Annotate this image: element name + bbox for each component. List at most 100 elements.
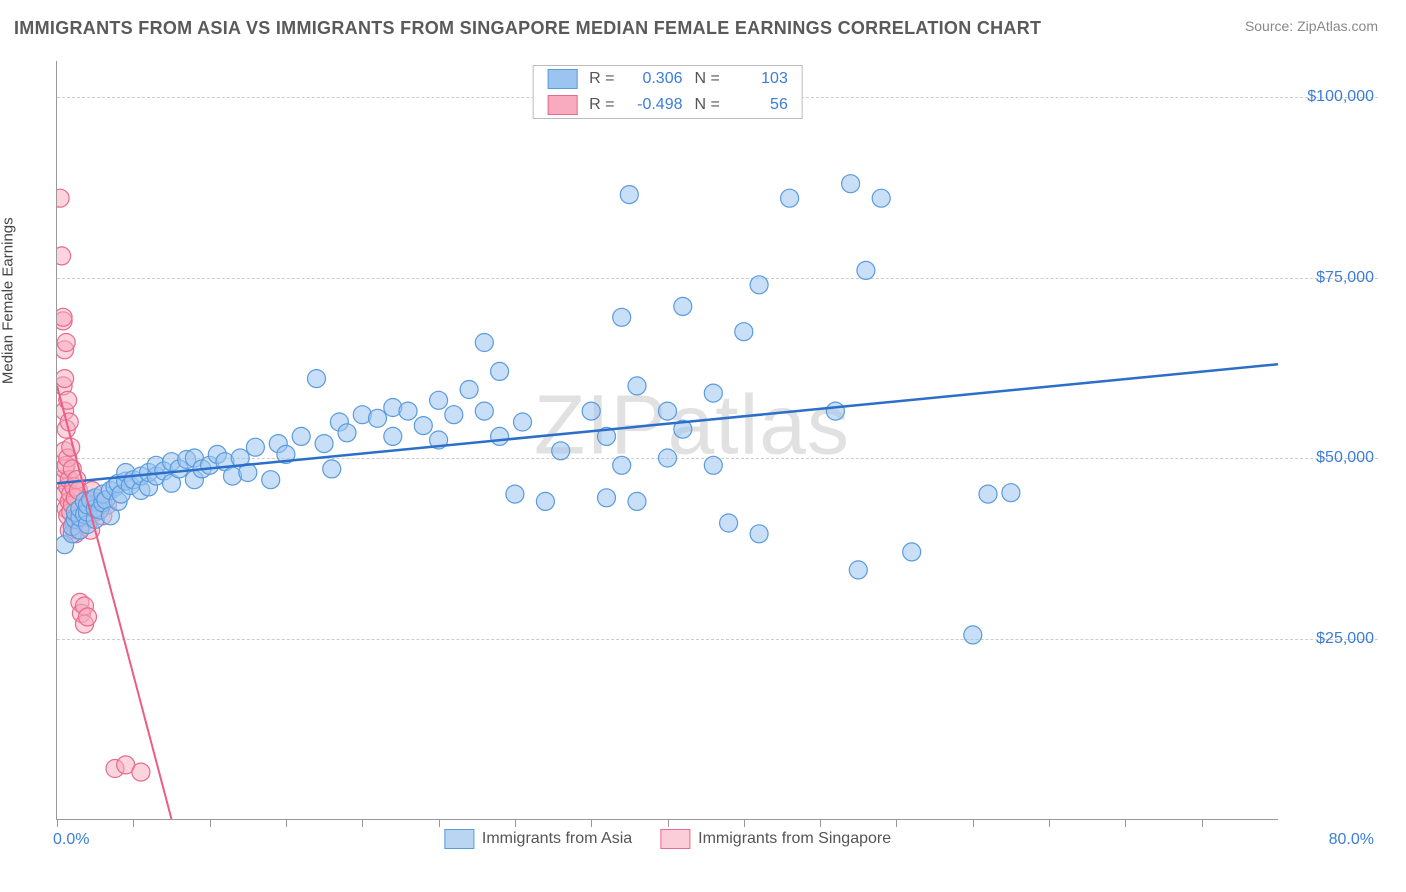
data-point-singapore	[79, 608, 97, 626]
data-point-asia	[552, 442, 570, 460]
data-point-asia	[384, 427, 402, 445]
data-point-asia	[582, 402, 600, 420]
legend-label-asia: Immigrants from Asia	[482, 830, 632, 848]
data-point-asia	[964, 626, 982, 644]
data-point-singapore	[57, 308, 72, 326]
data-point-asia	[613, 308, 631, 326]
data-point-asia	[620, 186, 638, 204]
data-point-asia	[857, 261, 875, 279]
chart-area: Median Female Earnings ZIPatlas R = 0.30…	[14, 55, 1378, 862]
y-axis-label: Median Female Earnings	[0, 217, 17, 384]
data-point-asia	[430, 391, 448, 409]
data-point-asia	[514, 413, 532, 431]
data-point-asia	[704, 384, 722, 402]
data-point-asia	[262, 471, 280, 489]
swatch-singapore-icon	[660, 829, 690, 849]
x-tick	[133, 819, 134, 827]
data-point-asia	[369, 409, 387, 427]
r-label: R =	[589, 96, 614, 114]
data-point-asia	[613, 456, 631, 474]
y-tick-label: $100,000	[1307, 88, 1374, 106]
r-value-asia: 0.306	[627, 70, 683, 88]
n-value-asia: 103	[732, 70, 788, 88]
x-tick	[1049, 819, 1050, 827]
data-point-asia	[536, 492, 554, 510]
data-point-asia	[659, 449, 677, 467]
data-point-asia	[704, 456, 722, 474]
data-point-asia	[849, 561, 867, 579]
x-tick	[744, 819, 745, 827]
swatch-singapore	[547, 95, 577, 115]
data-point-asia	[315, 435, 333, 453]
x-tick	[1202, 819, 1203, 827]
source-attribution: Source: ZipAtlas.com	[1245, 18, 1378, 34]
swatch-asia-icon	[444, 829, 474, 849]
data-point-asia	[399, 402, 417, 420]
x-tick	[591, 819, 592, 827]
n-label: N =	[695, 96, 720, 114]
data-point-asia	[475, 402, 493, 420]
data-point-singapore	[57, 334, 75, 352]
legend-row-asia: R = 0.306 N = 103	[533, 66, 802, 92]
chart-header: IMMIGRANTS FROM ASIA VS IMMIGRANTS FROM …	[0, 0, 1406, 49]
data-point-asia	[628, 492, 646, 510]
data-point-asia	[445, 406, 463, 424]
y-tick-label: $75,000	[1316, 269, 1374, 287]
data-point-asia	[308, 370, 326, 388]
legend-item-singapore: Immigrants from Singapore	[660, 829, 891, 849]
data-point-asia	[506, 485, 524, 503]
x-tick	[896, 819, 897, 827]
x-tick	[668, 819, 669, 827]
scatter-svg	[57, 61, 1278, 819]
n-value-singapore: 56	[732, 96, 788, 114]
data-point-asia	[323, 460, 341, 478]
data-point-asia	[246, 438, 264, 456]
plot-region: ZIPatlas R = 0.306 N = 103 R = -0.498 N …	[56, 61, 1278, 820]
data-point-asia	[842, 175, 860, 193]
r-label: R =	[589, 70, 614, 88]
data-point-asia	[414, 417, 432, 435]
data-point-asia	[735, 323, 753, 341]
data-point-asia	[826, 402, 844, 420]
x-tick	[973, 819, 974, 827]
data-point-asia	[903, 543, 921, 561]
y-tick-label: $25,000	[1316, 630, 1374, 648]
legend-label-singapore: Immigrants from Singapore	[698, 830, 891, 848]
data-point-asia	[781, 189, 799, 207]
data-point-singapore	[57, 370, 74, 388]
data-point-singapore	[57, 189, 69, 207]
legend-item-asia: Immigrants from Asia	[444, 829, 632, 849]
data-point-asia	[292, 427, 310, 445]
data-point-singapore	[57, 247, 71, 265]
data-point-asia	[338, 424, 356, 442]
series-legend: Immigrants from Asia Immigrants from Sin…	[444, 829, 891, 849]
correlation-legend: R = 0.306 N = 103 R = -0.498 N = 56	[532, 65, 803, 119]
data-point-asia	[979, 485, 997, 503]
data-point-asia	[674, 297, 692, 315]
data-point-asia	[491, 427, 509, 445]
x-tick	[1125, 819, 1126, 827]
r-value-singapore: -0.498	[627, 96, 683, 114]
data-point-asia	[659, 402, 677, 420]
x-axis-min-label: 0.0%	[53, 831, 89, 849]
data-point-asia	[460, 381, 478, 399]
chart-title: IMMIGRANTS FROM ASIA VS IMMIGRANTS FROM …	[14, 18, 1041, 39]
x-tick	[439, 819, 440, 827]
x-tick	[820, 819, 821, 827]
x-axis-max-label: 80.0%	[1329, 831, 1374, 849]
data-point-asia	[491, 362, 509, 380]
x-tick	[210, 819, 211, 827]
x-tick	[515, 819, 516, 827]
data-point-asia	[750, 276, 768, 294]
data-point-asia	[720, 514, 738, 532]
x-tick	[362, 819, 363, 827]
legend-row-singapore: R = -0.498 N = 56	[533, 92, 802, 118]
y-tick-label: $50,000	[1316, 449, 1374, 467]
data-point-asia	[1002, 484, 1020, 502]
x-tick	[57, 819, 58, 827]
data-point-asia	[475, 334, 493, 352]
data-point-asia	[598, 489, 616, 507]
data-point-asia	[628, 377, 646, 395]
swatch-asia	[547, 69, 577, 89]
n-label: N =	[695, 70, 720, 88]
